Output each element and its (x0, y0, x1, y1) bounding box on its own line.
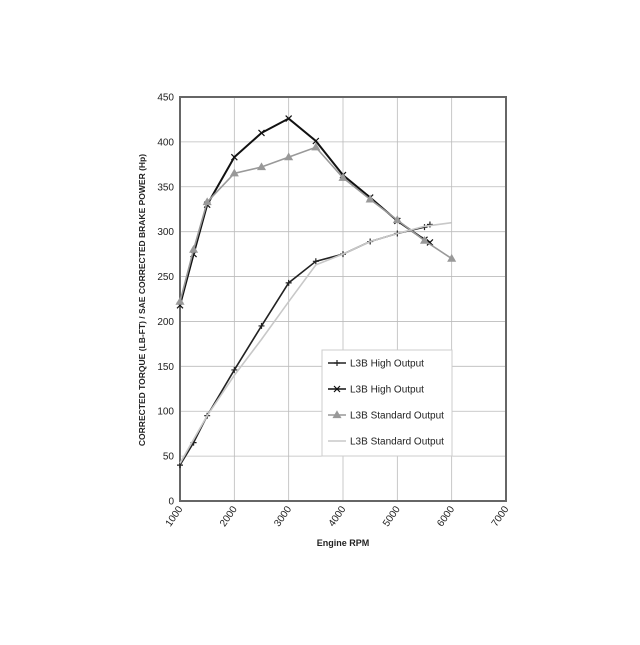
line (179, 221, 452, 464)
marker (258, 322, 265, 329)
marker (426, 239, 434, 246)
y-tick-label: 100 (157, 407, 174, 418)
marker (229, 168, 239, 177)
marker (202, 197, 212, 206)
marker (175, 297, 185, 305)
legend-label: L3B Standard Output (350, 411, 444, 422)
x-axis-label: Engine RPM (317, 538, 370, 548)
marker (256, 162, 267, 171)
marker (311, 142, 321, 151)
y-tick-label: 300 (157, 227, 174, 238)
legend-marker (333, 385, 341, 393)
marker (230, 153, 238, 161)
marker (231, 366, 238, 373)
marker (258, 129, 265, 137)
marker (285, 279, 292, 286)
y-tick-label: 400 (157, 137, 174, 148)
y-tick-label: 150 (157, 362, 174, 373)
y-axis-label: CORRECTED TORQUE (LB-FT) / SAE CORRECTED… (137, 154, 147, 446)
y-tick-label: 200 (157, 317, 174, 328)
legend-label: L3B High Output (350, 385, 424, 396)
marker (426, 221, 433, 228)
legend-marker (334, 360, 340, 366)
marker (189, 244, 199, 253)
marker (312, 258, 319, 265)
legend-label: L3B High Output (350, 359, 424, 370)
line (179, 146, 453, 302)
legend-marker (332, 410, 342, 419)
marker (284, 152, 294, 161)
marker (419, 235, 430, 244)
marker (285, 115, 293, 122)
legend-label: L3B Standard Output (350, 437, 444, 448)
marker (447, 253, 457, 262)
legend-box (321, 349, 453, 457)
y-tick-label: 450 (157, 93, 174, 104)
marker (392, 215, 402, 224)
marker (312, 137, 320, 145)
y-tick-label: 0 (168, 497, 174, 508)
marker (338, 173, 348, 181)
y-tick-label: 50 (163, 452, 175, 463)
y-tick-label: 350 (157, 182, 174, 193)
marker (365, 194, 375, 203)
y-tick-label: 250 (157, 272, 174, 283)
